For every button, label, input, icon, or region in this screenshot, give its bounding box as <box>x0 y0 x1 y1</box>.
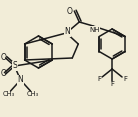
Text: N: N <box>18 75 23 84</box>
Text: NH: NH <box>89 27 99 33</box>
Text: F: F <box>97 76 101 82</box>
Text: F: F <box>123 76 127 82</box>
Text: O: O <box>1 53 6 62</box>
Text: CH₃: CH₃ <box>26 91 39 97</box>
Text: O: O <box>1 69 6 79</box>
Text: F: F <box>110 81 114 87</box>
Text: CH₃: CH₃ <box>2 91 15 97</box>
Text: N: N <box>64 27 70 37</box>
Text: S: S <box>12 62 17 71</box>
Text: O: O <box>66 7 72 16</box>
